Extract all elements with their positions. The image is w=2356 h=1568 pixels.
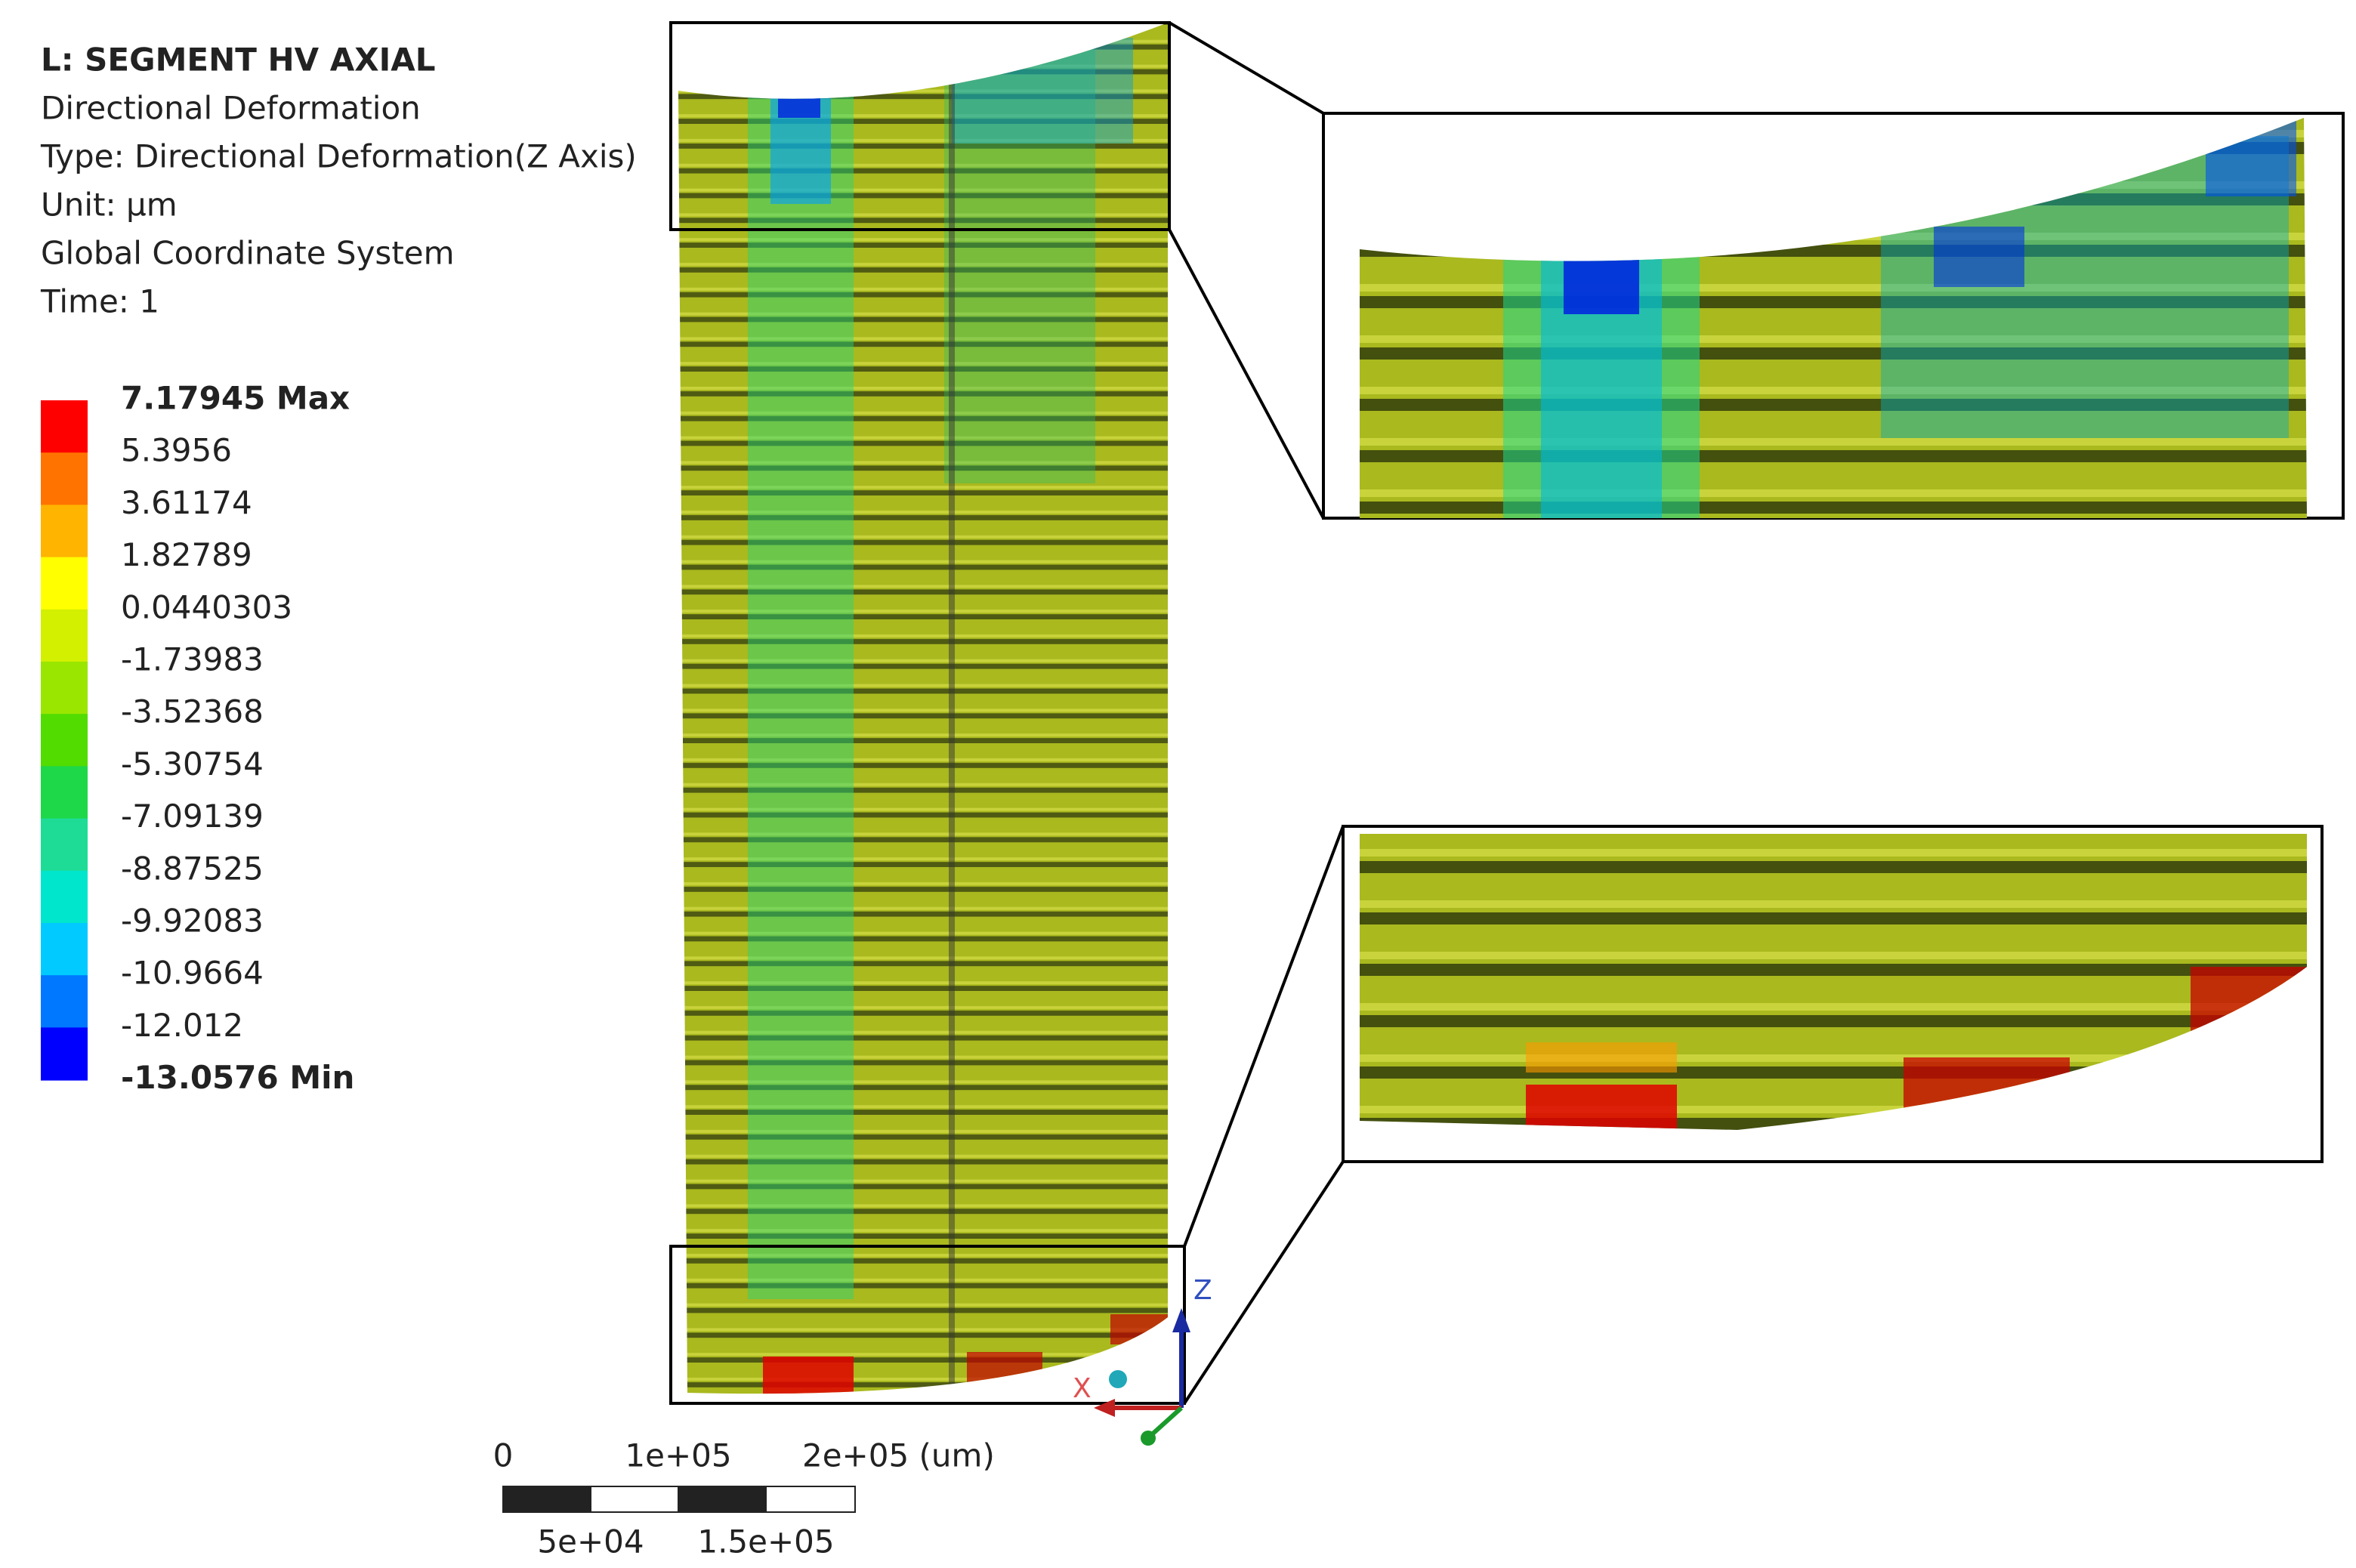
deformation-zone	[1934, 227, 2024, 287]
x-axis-label: X	[1073, 1373, 1092, 1404]
legend-band	[41, 505, 88, 558]
deformation-zone	[748, 60, 854, 1299]
legend-band	[41, 452, 88, 506]
deformation-zone	[778, 91, 820, 118]
zoom-connector	[1168, 229, 1325, 519]
zoom-source-top	[669, 21, 1171, 231]
legend-label: -1.73983	[121, 641, 264, 678]
legend-band	[41, 766, 88, 819]
legend-label: -10.9664	[121, 955, 264, 992]
scale-segment	[502, 1486, 591, 1513]
legend-band	[41, 975, 88, 1029]
z-arrow-head	[1172, 1308, 1190, 1332]
x-arrow-head	[1094, 1399, 1115, 1417]
scale-segment	[678, 1486, 767, 1513]
legend-label: 1.82789	[121, 536, 252, 573]
legend-label: -3.52368	[121, 693, 264, 730]
zoom-connector	[1183, 826, 1345, 1247]
legend-band	[41, 557, 88, 610]
scale-segment	[765, 1486, 856, 1513]
legend-band	[41, 923, 88, 977]
legend-label: -5.30754	[121, 745, 264, 782]
deformation-zone	[1526, 1085, 1677, 1130]
deformation-zone	[763, 1357, 854, 1394]
deformation-zone	[967, 1352, 1042, 1390]
legend-band	[41, 1027, 88, 1081]
header: L: SEGMENT HV AXIAL Directional Deformati…	[40, 42, 637, 320]
scale-label: 1.5e+05	[697, 1523, 834, 1560]
zoom-connector	[1183, 1160, 1345, 1405]
header-title: L: SEGMENT HV AXIAL	[41, 42, 436, 79]
axis-triad: Z X	[1073, 1275, 1212, 1446]
legend-label: -9.92083	[121, 903, 264, 940]
legend: 7.17945 Max 5.3956 3.61174 1.82789 0.0440303…	[41, 380, 354, 1096]
header-line: Time: 1	[40, 283, 159, 320]
z-axis-label: Z	[1193, 1275, 1212, 1306]
scale-bar: 0 1e+05 2e+05 (um) 5e+04 1.5e+05	[493, 1437, 995, 1560]
legend-band	[41, 609, 88, 662]
cylinder-body	[678, 23, 1168, 1394]
scale-label: 1e+05	[625, 1437, 731, 1474]
header-line: Directional Deformation	[41, 90, 421, 127]
zoom-connector	[1168, 21, 1325, 115]
legend-label: -7.09139	[121, 798, 264, 835]
origin-marker	[1109, 1370, 1127, 1388]
y-arrow-head	[1141, 1431, 1156, 1446]
legend-label: 0.0440303	[121, 588, 292, 625]
scale-segment	[590, 1486, 679, 1513]
scale-label: 2e+05 (um)	[802, 1437, 995, 1474]
legend-band	[41, 662, 88, 715]
zoom-bottom	[1342, 825, 2324, 1163]
rings	[678, 23, 1168, 1394]
legend-label: 7.17945 Max	[121, 380, 350, 417]
legend-label: 3.61174	[121, 484, 252, 521]
seam	[949, 23, 955, 1394]
legend-label: -13.0576 Min	[121, 1059, 354, 1096]
header-line: Unit: µm	[41, 187, 178, 224]
deformation-zone	[1564, 257, 1639, 314]
legend-label: -12.012	[121, 1007, 243, 1044]
scale-label: 5e+04	[537, 1523, 644, 1560]
cylinder-model	[669, 21, 1345, 1405]
legend-band	[41, 400, 88, 454]
legend-label: -8.87525	[121, 850, 264, 887]
legend-band	[41, 870, 88, 924]
scale-label: 0	[493, 1437, 514, 1474]
zoom-top	[1322, 112, 2345, 520]
y-axis-arrow	[1149, 1406, 1184, 1437]
deformation-zone	[1526, 1042, 1677, 1073]
deformation-zone	[1110, 1314, 1168, 1344]
legend-label: 5.3956	[121, 432, 232, 469]
legend-band	[41, 714, 88, 767]
deformation-zone	[944, 30, 1095, 483]
deformation-zone	[952, 38, 1133, 144]
legend-band	[41, 818, 88, 872]
header-line: Type: Directional Deformation(Z Axis)	[40, 138, 637, 175]
header-line: Global Coordinate System	[41, 235, 455, 272]
